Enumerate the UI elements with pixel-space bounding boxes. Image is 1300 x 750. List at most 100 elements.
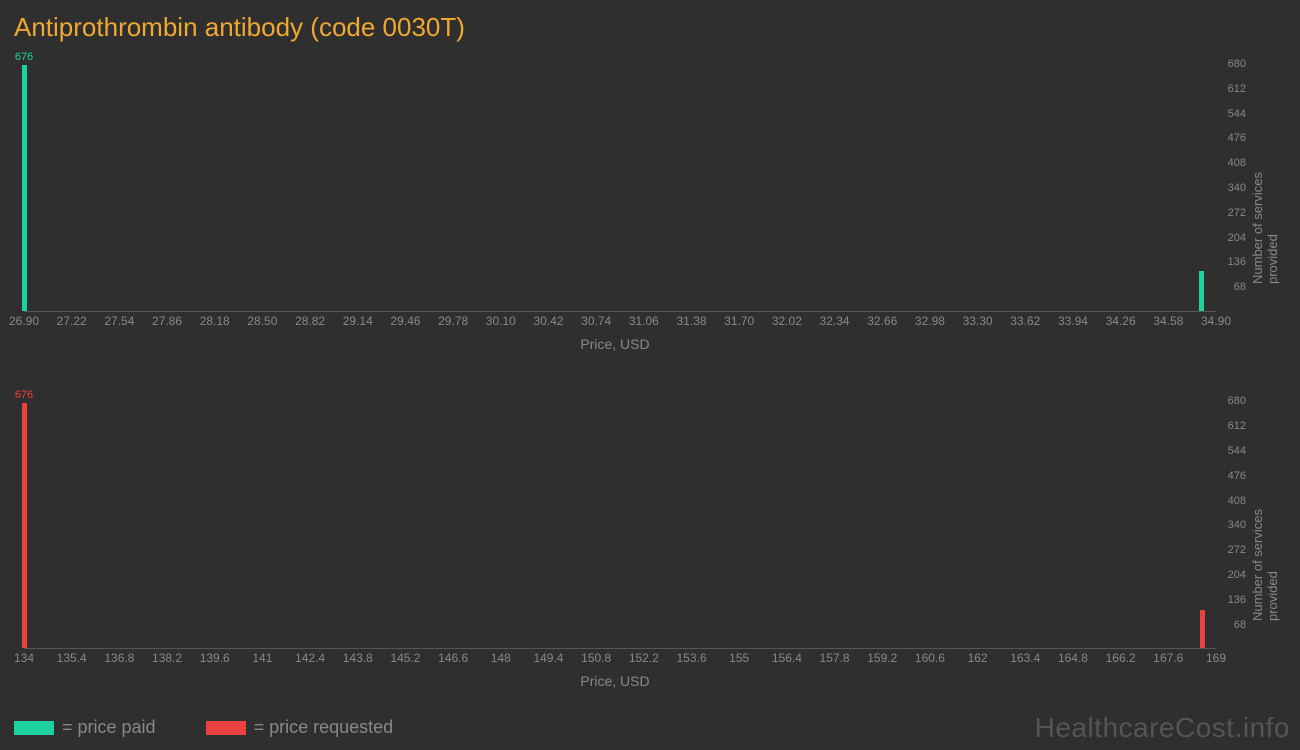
x-tick: 138.2 [152, 651, 182, 665]
y-tick: 272 [1228, 207, 1246, 219]
x-tick: 29.14 [343, 314, 373, 328]
x-tick: 32.98 [915, 314, 945, 328]
x-tick: 149.4 [533, 651, 563, 665]
x-tick: 34.90 [1201, 314, 1231, 328]
x-tick: 32.34 [820, 314, 850, 328]
x-tick: 141 [252, 651, 272, 665]
x-tick: 145.2 [390, 651, 420, 665]
legend: = price paid = price requested [14, 717, 393, 738]
bar-value-label: 676 [15, 51, 33, 63]
watermark: HealthcareCost.info [1035, 712, 1290, 744]
x-tick: 142.4 [295, 651, 325, 665]
y-ticks-0: 68136204272340408476544612680 [1216, 64, 1246, 312]
x-tick: 160.6 [915, 651, 945, 665]
y-ticks-1: 68136204272340408476544612680 [1216, 401, 1246, 649]
x-tick: 34.58 [1153, 314, 1183, 328]
x-tick: 139.6 [200, 651, 230, 665]
y-tick: 340 [1228, 182, 1246, 194]
y-tick: 476 [1228, 470, 1246, 482]
plot-area-1: 676 [24, 401, 1216, 649]
legend-label-requested: = price requested [254, 717, 394, 738]
x-tick: 136.8 [104, 651, 134, 665]
y-tick: 204 [1228, 232, 1246, 244]
x-tick: 146.6 [438, 651, 468, 665]
y-tick: 680 [1228, 395, 1246, 407]
x-tick: 169 [1206, 651, 1226, 665]
y-tick: 612 [1228, 420, 1246, 432]
legend-label-paid: = price paid [62, 717, 156, 738]
y-tick: 612 [1228, 83, 1246, 95]
x-ticks-1: 134135.4136.8138.2139.6141142.4143.8145.… [24, 651, 1216, 667]
page-title: Antiprothrombin antibody (code 0030T) [0, 0, 1300, 51]
y-tick: 544 [1228, 108, 1246, 120]
x-tick: 167.6 [1153, 651, 1183, 665]
x-tick: 33.94 [1058, 314, 1088, 328]
x-tick: 31.38 [677, 314, 707, 328]
x-axis-label-0: Price, USD [14, 336, 1216, 352]
x-tick: 27.86 [152, 314, 182, 328]
x-tick: 32.66 [867, 314, 897, 328]
y-axis-label-1: Number of services provided [1250, 465, 1280, 621]
x-tick: 28.18 [200, 314, 230, 328]
x-tick: 134 [14, 651, 34, 665]
bar [22, 403, 27, 649]
y-tick: 340 [1228, 519, 1246, 531]
x-tick: 28.82 [295, 314, 325, 328]
charts-container: 676 26.9027.2227.5427.8628.1828.5028.822… [14, 50, 1286, 700]
x-tick: 155 [729, 651, 749, 665]
x-tick: 164.8 [1058, 651, 1088, 665]
plot-area-0: 676 [24, 64, 1216, 312]
legend-swatch-paid [14, 721, 54, 735]
y-tick: 272 [1228, 544, 1246, 556]
y-tick: 204 [1228, 569, 1246, 581]
x-tick: 163.4 [1010, 651, 1040, 665]
x-tick: 31.06 [629, 314, 659, 328]
x-tick: 33.62 [1010, 314, 1040, 328]
chart-price-requested: 676 134 135.4 136.8 138.2 139.6 141 142.4 143.8… [14, 387, 1286, 699]
x-tick: 159.2 [867, 651, 897, 665]
x-tick: 150.8 [581, 651, 611, 665]
y-tick: 136 [1228, 256, 1246, 268]
x-tick: 29.78 [438, 314, 468, 328]
x-tick: 27.22 [57, 314, 87, 328]
x-tick: 162 [968, 651, 988, 665]
bar [22, 65, 27, 311]
bar-value-label: 676 [15, 389, 33, 401]
y-tick: 68 [1234, 619, 1246, 631]
y-tick: 136 [1228, 594, 1246, 606]
x-tick: 30.42 [533, 314, 563, 328]
x-tick: 30.74 [581, 314, 611, 328]
y-tick: 408 [1228, 495, 1246, 507]
x-tick: 148 [491, 651, 511, 665]
x-tick: 33.30 [963, 314, 993, 328]
chart-price-paid: 676 26.9027.2227.5427.8628.1828.5028.822… [14, 50, 1286, 362]
x-tick: 166.2 [1106, 651, 1136, 665]
x-tick: 30.10 [486, 314, 516, 328]
x-tick: 152.2 [629, 651, 659, 665]
x-ticks-0: 26.9027.2227.5427.8628.1828.5028.8229.14… [24, 314, 1216, 330]
y-tick: 680 [1228, 58, 1246, 70]
y-tick: 476 [1228, 132, 1246, 144]
x-tick: 34.26 [1106, 314, 1136, 328]
x-tick: 156.4 [772, 651, 802, 665]
legend-item-requested: = price requested [206, 717, 394, 738]
y-tick: 544 [1228, 445, 1246, 457]
x-tick: 135.4 [57, 651, 87, 665]
x-axis-label-1: Price, USD [14, 673, 1216, 689]
x-tick: 31.70 [724, 314, 754, 328]
y-tick: 408 [1228, 157, 1246, 169]
x-tick: 29.46 [390, 314, 420, 328]
legend-item-paid: = price paid [14, 717, 156, 738]
x-tick: 27.54 [104, 314, 134, 328]
legend-swatch-requested [206, 721, 246, 735]
x-tick: 26.90 [9, 314, 39, 328]
x-tick: 153.6 [677, 651, 707, 665]
bar [1200, 610, 1205, 648]
x-tick: 32.02 [772, 314, 802, 328]
x-tick: 143.8 [343, 651, 373, 665]
x-tick: 157.8 [820, 651, 850, 665]
bar [1199, 271, 1204, 311]
x-tick: 28.50 [247, 314, 277, 328]
y-tick: 68 [1234, 281, 1246, 293]
y-axis-label-0: Number of services provided [1250, 128, 1280, 284]
